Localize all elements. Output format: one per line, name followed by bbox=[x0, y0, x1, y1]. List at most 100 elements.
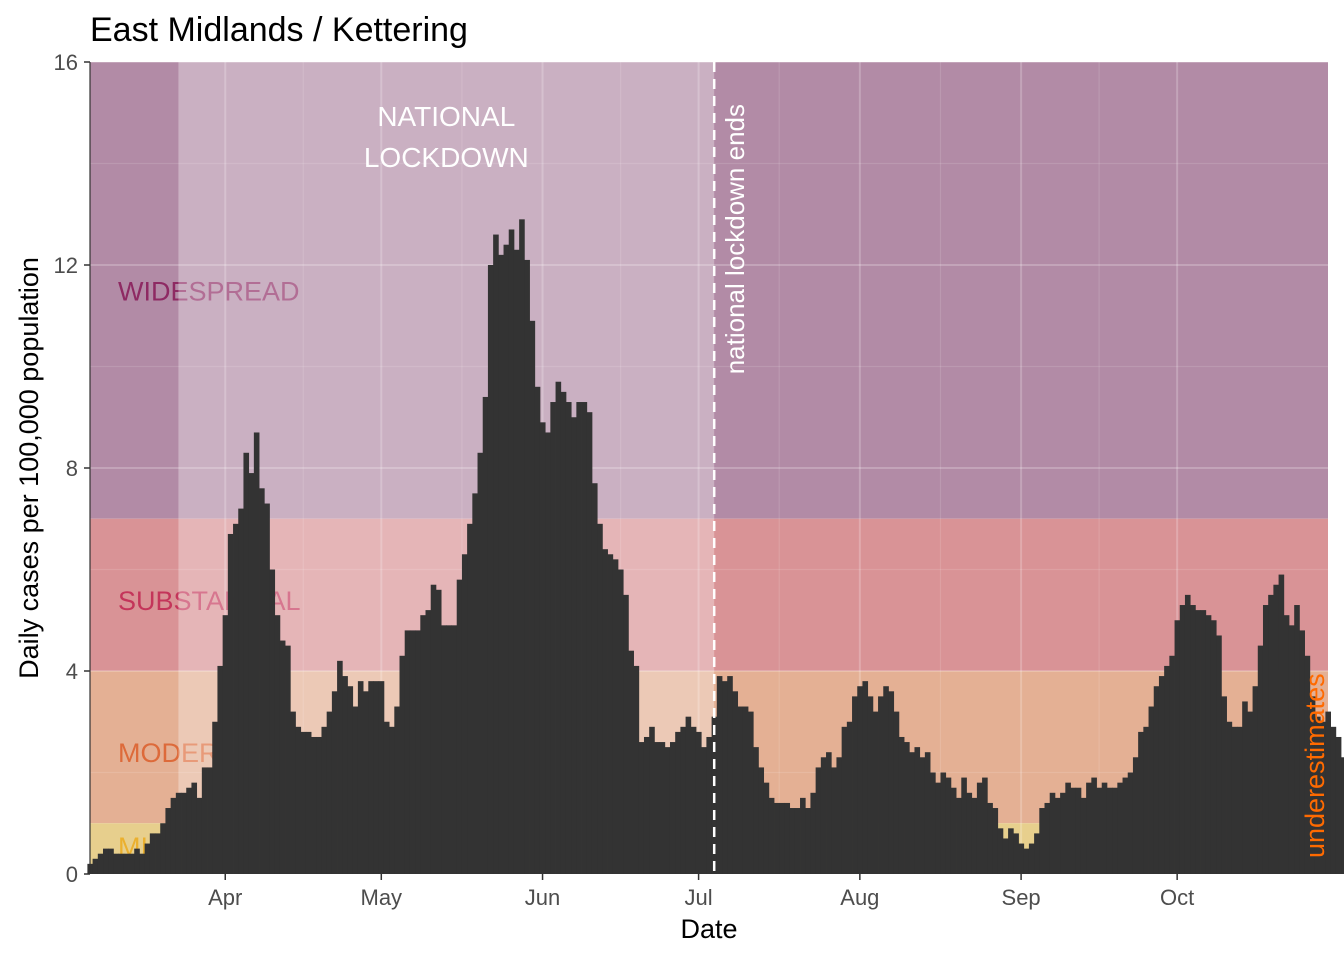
x-tick-label: May bbox=[361, 885, 403, 910]
bar bbox=[160, 823, 166, 874]
bar bbox=[581, 402, 588, 874]
bar bbox=[1132, 757, 1139, 874]
bar bbox=[487, 265, 494, 874]
bar bbox=[305, 731, 312, 874]
bar bbox=[1252, 686, 1259, 874]
bar bbox=[623, 594, 629, 874]
bar bbox=[779, 802, 785, 874]
chart-title: East Midlands / Kettering bbox=[90, 11, 468, 49]
bar bbox=[617, 569, 624, 874]
bar bbox=[155, 833, 161, 874]
bar bbox=[103, 848, 109, 874]
bar bbox=[722, 681, 728, 874]
bar bbox=[805, 808, 811, 874]
bar bbox=[539, 422, 546, 874]
bar bbox=[222, 615, 229, 874]
bar bbox=[784, 802, 791, 874]
bar bbox=[383, 721, 390, 874]
bar bbox=[1096, 787, 1103, 874]
bar bbox=[893, 711, 900, 874]
bar bbox=[675, 731, 681, 874]
bar bbox=[1174, 620, 1181, 874]
bar bbox=[1054, 797, 1061, 874]
bar bbox=[701, 747, 707, 874]
bar bbox=[1143, 726, 1149, 874]
x-axis-label: Date bbox=[680, 914, 737, 944]
band-label-widespread: WIDESPREAD bbox=[118, 276, 300, 306]
bar bbox=[940, 772, 947, 874]
bar bbox=[628, 650, 634, 874]
bar bbox=[758, 767, 765, 874]
bar bbox=[1330, 726, 1337, 874]
bar bbox=[368, 681, 374, 874]
bar bbox=[956, 797, 962, 874]
bar bbox=[695, 731, 702, 874]
bar bbox=[404, 630, 411, 874]
bar bbox=[1216, 635, 1222, 874]
bar bbox=[118, 853, 125, 874]
bar bbox=[149, 833, 156, 874]
bar bbox=[919, 757, 926, 874]
bar bbox=[311, 736, 317, 874]
bar bbox=[243, 452, 250, 874]
bar bbox=[565, 402, 572, 874]
y-tick-label: 0 bbox=[66, 862, 78, 887]
bar bbox=[810, 792, 817, 874]
bar bbox=[560, 391, 567, 874]
bar bbox=[763, 782, 770, 874]
bar bbox=[363, 691, 369, 874]
bar bbox=[571, 417, 577, 874]
axes: 0 4 8 12 16 Apr May Jun Jul Aug Sep Oct bbox=[54, 50, 1195, 910]
bar bbox=[217, 665, 224, 874]
bar bbox=[1288, 625, 1295, 874]
bar bbox=[212, 721, 218, 874]
bar bbox=[300, 731, 307, 874]
bar bbox=[768, 797, 775, 874]
bar bbox=[1086, 782, 1092, 874]
bar bbox=[857, 686, 863, 874]
bar bbox=[815, 767, 822, 874]
bar bbox=[420, 615, 426, 874]
bar bbox=[1320, 721, 1326, 874]
bar bbox=[576, 402, 582, 874]
bar bbox=[253, 432, 260, 874]
bar bbox=[831, 767, 837, 874]
bar bbox=[961, 777, 967, 874]
bar bbox=[316, 736, 322, 874]
bar bbox=[633, 665, 640, 874]
x-tick-label: Jun bbox=[525, 885, 560, 910]
bar bbox=[529, 320, 536, 874]
bar bbox=[269, 569, 276, 874]
bar bbox=[1257, 645, 1264, 874]
bar bbox=[456, 579, 463, 874]
bar bbox=[1314, 716, 1321, 874]
bar bbox=[352, 706, 359, 874]
bar bbox=[1335, 736, 1342, 874]
bar bbox=[201, 767, 208, 874]
bar bbox=[134, 848, 140, 874]
bar bbox=[1127, 772, 1134, 874]
bar bbox=[1309, 696, 1316, 874]
bar bbox=[274, 615, 281, 874]
bar bbox=[493, 234, 499, 875]
bar bbox=[113, 853, 120, 874]
bar bbox=[1148, 706, 1155, 874]
bar bbox=[1075, 787, 1082, 874]
bar bbox=[1060, 792, 1066, 874]
bar bbox=[1002, 838, 1009, 874]
bar bbox=[508, 229, 515, 875]
bar bbox=[92, 858, 99, 874]
bar bbox=[196, 797, 203, 874]
bar bbox=[389, 726, 395, 874]
bar bbox=[1028, 843, 1035, 874]
bar bbox=[446, 625, 452, 874]
bar bbox=[690, 726, 697, 874]
bar bbox=[467, 523, 473, 874]
bar bbox=[321, 726, 328, 874]
bar bbox=[878, 696, 884, 874]
bar bbox=[732, 691, 739, 874]
y-tick-label: 4 bbox=[66, 659, 78, 684]
bar bbox=[591, 483, 598, 874]
bar bbox=[1049, 792, 1056, 874]
